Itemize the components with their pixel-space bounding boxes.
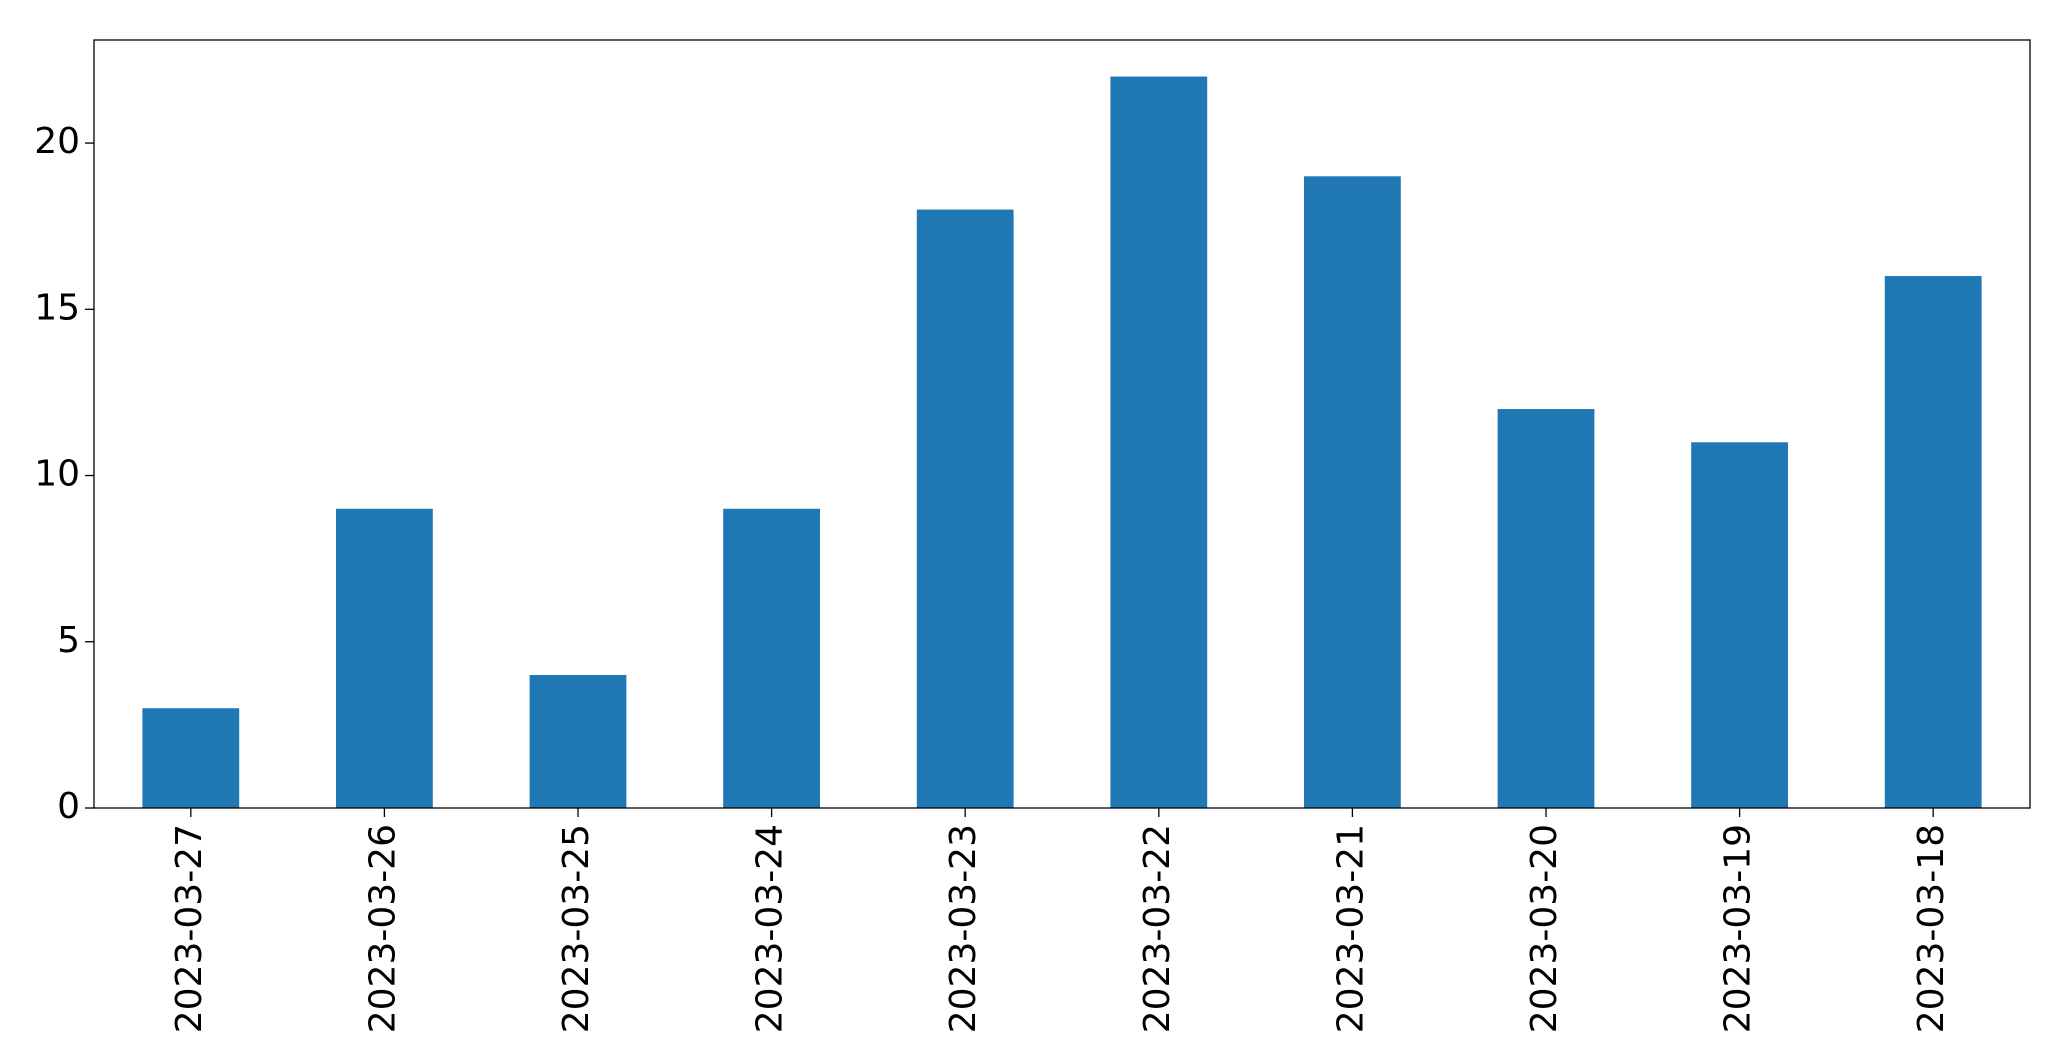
x-tick-label: 2023-03-25 bbox=[556, 824, 597, 1033]
x-tick-label: 2023-03-27 bbox=[169, 824, 210, 1033]
x-tick-label: 2023-03-23 bbox=[943, 824, 984, 1033]
x-tick-label: 2023-03-20 bbox=[1524, 824, 1565, 1033]
bar bbox=[336, 508, 433, 808]
y-tick-label: 0 bbox=[57, 786, 80, 827]
x-tick-label: 2023-03-18 bbox=[1911, 824, 1952, 1033]
bar bbox=[1110, 76, 1208, 809]
y-tick-label: 5 bbox=[57, 620, 80, 661]
bar bbox=[142, 708, 240, 808]
x-tick-label: 2023-03-22 bbox=[1137, 824, 1178, 1033]
bar bbox=[916, 209, 1014, 808]
bar bbox=[1304, 176, 1401, 808]
x-tick-label: 2023-03-21 bbox=[1330, 824, 1371, 1033]
bar bbox=[1884, 276, 1982, 808]
x-tick-label: 2023-03-26 bbox=[362, 824, 403, 1033]
bar bbox=[1497, 409, 1595, 808]
y-tick-label: 20 bbox=[34, 121, 80, 162]
x-tick-label: 2023-03-24 bbox=[750, 824, 791, 1033]
x-tick-label: 2023-03-19 bbox=[1718, 824, 1759, 1033]
plot-frame bbox=[93, 39, 2031, 809]
bar bbox=[723, 508, 820, 808]
bar bbox=[1691, 442, 1788, 808]
bar bbox=[529, 675, 627, 808]
y-tick-label: 15 bbox=[34, 287, 80, 328]
y-tick-label: 10 bbox=[34, 454, 80, 495]
